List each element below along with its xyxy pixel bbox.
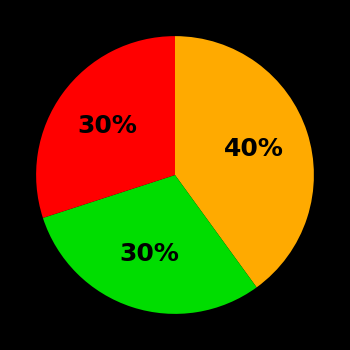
Text: 40%: 40% xyxy=(224,137,284,161)
Wedge shape xyxy=(43,175,257,314)
Wedge shape xyxy=(175,36,314,287)
Text: 30%: 30% xyxy=(78,114,138,138)
Wedge shape xyxy=(36,36,175,218)
Text: 30%: 30% xyxy=(119,242,179,266)
